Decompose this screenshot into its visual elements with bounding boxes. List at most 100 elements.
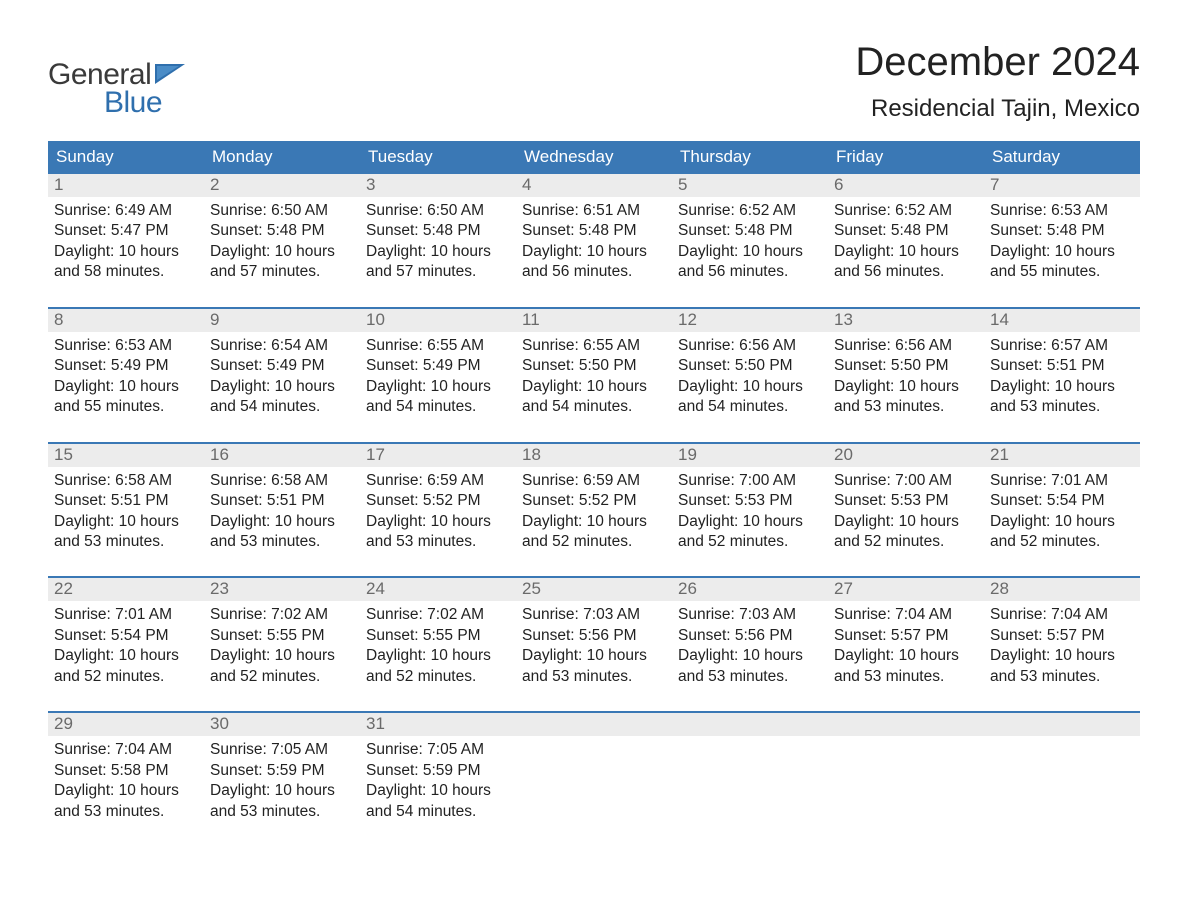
day-d1: Daylight: 10 hours bbox=[990, 242, 1134, 262]
calendar-day: 1Sunrise: 6:49 AMSunset: 5:47 PMDaylight… bbox=[48, 174, 204, 289]
day-d1: Daylight: 10 hours bbox=[834, 646, 978, 666]
day-body: Sunrise: 7:04 AMSunset: 5:57 PMDaylight:… bbox=[828, 601, 984, 693]
calendar-day: 15Sunrise: 6:58 AMSunset: 5:51 PMDayligh… bbox=[48, 444, 204, 559]
calendar-day: 12Sunrise: 6:56 AMSunset: 5:50 PMDayligh… bbox=[672, 309, 828, 424]
day-d1: Daylight: 10 hours bbox=[366, 242, 510, 262]
day-sunset: Sunset: 5:51 PM bbox=[210, 491, 354, 511]
day-d2: and 58 minutes. bbox=[54, 262, 198, 282]
day-sunrise: Sunrise: 6:52 AM bbox=[678, 201, 822, 221]
day-number: 14 bbox=[984, 309, 1140, 332]
weekday-header-row: Sunday Monday Tuesday Wednesday Thursday… bbox=[48, 141, 1140, 174]
day-body: Sunrise: 6:52 AMSunset: 5:48 PMDaylight:… bbox=[672, 197, 828, 289]
day-body: Sunrise: 7:00 AMSunset: 5:53 PMDaylight:… bbox=[828, 467, 984, 559]
day-d1: Daylight: 10 hours bbox=[990, 512, 1134, 532]
calendar-week: 1Sunrise: 6:49 AMSunset: 5:47 PMDaylight… bbox=[48, 174, 1140, 289]
calendar-day: 11Sunrise: 6:55 AMSunset: 5:50 PMDayligh… bbox=[516, 309, 672, 424]
day-d1: Daylight: 10 hours bbox=[678, 512, 822, 532]
day-sunrise: Sunrise: 7:05 AM bbox=[210, 740, 354, 760]
day-d1: Daylight: 10 hours bbox=[210, 646, 354, 666]
day-d1: Daylight: 10 hours bbox=[678, 242, 822, 262]
day-d2: and 53 minutes. bbox=[210, 802, 354, 822]
calendar-day: 28Sunrise: 7:04 AMSunset: 5:57 PMDayligh… bbox=[984, 578, 1140, 693]
day-d1: Daylight: 10 hours bbox=[54, 512, 198, 532]
calendar-day: 20Sunrise: 7:00 AMSunset: 5:53 PMDayligh… bbox=[828, 444, 984, 559]
day-sunrise: Sunrise: 6:53 AM bbox=[990, 201, 1134, 221]
day-sunrise: Sunrise: 7:01 AM bbox=[990, 471, 1134, 491]
day-number: 3 bbox=[360, 174, 516, 197]
calendar-week: 8Sunrise: 6:53 AMSunset: 5:49 PMDaylight… bbox=[48, 307, 1140, 424]
weekday-header: Thursday bbox=[672, 141, 828, 174]
page-title: December 2024 bbox=[855, 40, 1140, 85]
day-d1: Daylight: 10 hours bbox=[210, 377, 354, 397]
day-sunrise: Sunrise: 6:57 AM bbox=[990, 336, 1134, 356]
day-number: . bbox=[516, 713, 672, 736]
calendar-day: 16Sunrise: 6:58 AMSunset: 5:51 PMDayligh… bbox=[204, 444, 360, 559]
day-sunset: Sunset: 5:50 PM bbox=[834, 356, 978, 376]
calendar-day: 13Sunrise: 6:56 AMSunset: 5:50 PMDayligh… bbox=[828, 309, 984, 424]
calendar-day: 23Sunrise: 7:02 AMSunset: 5:55 PMDayligh… bbox=[204, 578, 360, 693]
day-body: Sunrise: 6:52 AMSunset: 5:48 PMDaylight:… bbox=[828, 197, 984, 289]
day-number: 22 bbox=[48, 578, 204, 601]
day-sunrise: Sunrise: 6:50 AM bbox=[210, 201, 354, 221]
day-d2: and 53 minutes. bbox=[366, 532, 510, 552]
calendar-day: 24Sunrise: 7:02 AMSunset: 5:55 PMDayligh… bbox=[360, 578, 516, 693]
title-block: December 2024 Residencial Tajin, Mexico bbox=[855, 40, 1140, 123]
calendar-day: 19Sunrise: 7:00 AMSunset: 5:53 PMDayligh… bbox=[672, 444, 828, 559]
day-number: 17 bbox=[360, 444, 516, 467]
day-d2: and 53 minutes. bbox=[990, 397, 1134, 417]
calendar-day: 26Sunrise: 7:03 AMSunset: 5:56 PMDayligh… bbox=[672, 578, 828, 693]
day-sunset: Sunset: 5:54 PM bbox=[990, 491, 1134, 511]
day-number: 8 bbox=[48, 309, 204, 332]
day-number: 26 bbox=[672, 578, 828, 601]
day-sunset: Sunset: 5:48 PM bbox=[366, 221, 510, 241]
day-sunrise: Sunrise: 7:04 AM bbox=[54, 740, 198, 760]
day-d2: and 56 minutes. bbox=[522, 262, 666, 282]
day-number: 23 bbox=[204, 578, 360, 601]
day-body: Sunrise: 7:04 AMSunset: 5:58 PMDaylight:… bbox=[48, 736, 204, 828]
day-number: 31 bbox=[360, 713, 516, 736]
day-sunrise: Sunrise: 6:58 AM bbox=[210, 471, 354, 491]
brand-text-2: Blue bbox=[104, 86, 162, 120]
day-body: Sunrise: 6:57 AMSunset: 5:51 PMDaylight:… bbox=[984, 332, 1140, 424]
day-body: Sunrise: 6:49 AMSunset: 5:47 PMDaylight:… bbox=[48, 197, 204, 289]
calendar-day: 27Sunrise: 7:04 AMSunset: 5:57 PMDayligh… bbox=[828, 578, 984, 693]
day-sunrise: Sunrise: 7:01 AM bbox=[54, 605, 198, 625]
day-sunset: Sunset: 5:53 PM bbox=[678, 491, 822, 511]
day-number: 18 bbox=[516, 444, 672, 467]
day-d2: and 54 minutes. bbox=[366, 397, 510, 417]
day-d1: Daylight: 10 hours bbox=[678, 377, 822, 397]
calendar-day: 17Sunrise: 6:59 AMSunset: 5:52 PMDayligh… bbox=[360, 444, 516, 559]
day-number: 19 bbox=[672, 444, 828, 467]
day-d1: Daylight: 10 hours bbox=[366, 377, 510, 397]
day-number: 11 bbox=[516, 309, 672, 332]
day-d2: and 57 minutes. bbox=[366, 262, 510, 282]
day-number: 25 bbox=[516, 578, 672, 601]
day-sunset: Sunset: 5:55 PM bbox=[366, 626, 510, 646]
day-number: 20 bbox=[828, 444, 984, 467]
day-d2: and 53 minutes. bbox=[522, 667, 666, 687]
day-d1: Daylight: 10 hours bbox=[834, 512, 978, 532]
day-d1: Daylight: 10 hours bbox=[366, 512, 510, 532]
calendar-day: 25Sunrise: 7:03 AMSunset: 5:56 PMDayligh… bbox=[516, 578, 672, 693]
day-number: 24 bbox=[360, 578, 516, 601]
day-body: Sunrise: 6:55 AMSunset: 5:50 PMDaylight:… bbox=[516, 332, 672, 424]
day-d1: Daylight: 10 hours bbox=[366, 781, 510, 801]
day-number: 2 bbox=[204, 174, 360, 197]
day-d1: Daylight: 10 hours bbox=[54, 646, 198, 666]
day-sunset: Sunset: 5:50 PM bbox=[678, 356, 822, 376]
calendar-day: 7Sunrise: 6:53 AMSunset: 5:48 PMDaylight… bbox=[984, 174, 1140, 289]
weekday-header: Friday bbox=[828, 141, 984, 174]
day-number: 15 bbox=[48, 444, 204, 467]
day-sunset: Sunset: 5:56 PM bbox=[678, 626, 822, 646]
day-d1: Daylight: 10 hours bbox=[54, 377, 198, 397]
day-sunset: Sunset: 5:49 PM bbox=[366, 356, 510, 376]
day-sunrise: Sunrise: 7:02 AM bbox=[366, 605, 510, 625]
day-sunrise: Sunrise: 6:59 AM bbox=[522, 471, 666, 491]
day-d2: and 57 minutes. bbox=[210, 262, 354, 282]
day-d2: and 55 minutes. bbox=[54, 397, 198, 417]
day-body: Sunrise: 7:04 AMSunset: 5:57 PMDaylight:… bbox=[984, 601, 1140, 693]
day-sunset: Sunset: 5:55 PM bbox=[210, 626, 354, 646]
day-d1: Daylight: 10 hours bbox=[834, 377, 978, 397]
day-d1: Daylight: 10 hours bbox=[210, 512, 354, 532]
brand-logo: General Blue bbox=[48, 58, 185, 120]
